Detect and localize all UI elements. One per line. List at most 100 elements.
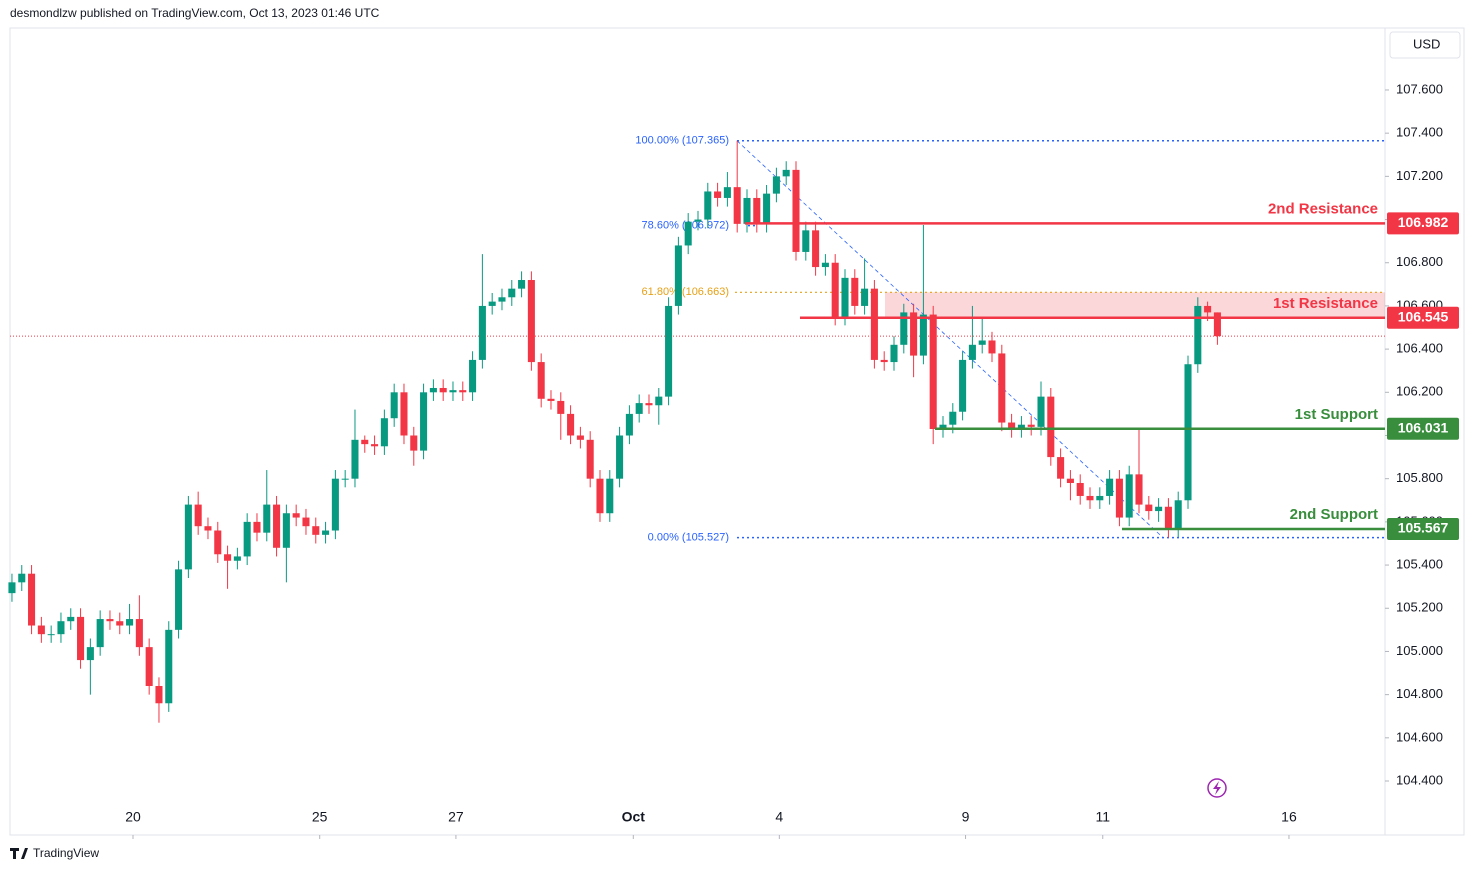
candle-body [116,621,124,626]
candle-body [1115,478,1123,518]
candle-body [175,569,183,630]
candle-body [919,314,927,356]
y-tick-label: 105.400 [1396,557,1443,572]
candle-body [635,403,643,414]
candle-body [106,619,114,622]
candle-body [126,619,134,626]
candle-body [665,305,673,397]
fib-label: 0.00% (105.527) [648,532,729,544]
candle-body [400,392,408,436]
candle-body [1204,305,1212,313]
y-tick-label: 105.000 [1396,643,1443,658]
candle-body [57,621,65,635]
candle-body [939,424,947,430]
fib-label: 61.80% (106.663) [642,286,729,298]
candle-body [1086,495,1094,501]
lightning-icon[interactable] [1207,778,1227,798]
candle-body [361,439,369,445]
candle-body [625,413,633,436]
y-tick-label: 104.400 [1396,772,1443,787]
candle-body [263,504,271,533]
candle-body [792,169,800,252]
level-name: 1st Support [1295,406,1378,423]
candle-body [733,187,741,224]
candle-body [47,634,55,636]
candle-body [547,398,555,401]
candle-body [8,582,16,594]
candle-body [978,340,986,345]
y-tick-label: 106.200 [1396,384,1443,399]
resistance-zone [885,292,1385,318]
candle-body [567,413,575,436]
candle-body [488,301,496,306]
logo-mark [10,848,28,859]
candle-body [204,526,212,531]
candle-body [821,262,829,268]
candle-body [184,504,192,570]
x-tick-label: 16 [1281,809,1297,825]
candle-body [253,521,261,533]
level-price: 106.545 [1398,309,1449,325]
candle-body [390,392,398,419]
candle-body [586,439,594,479]
candle-body [645,403,653,406]
candle-body [420,392,428,451]
icon-bolt [1213,781,1221,795]
candle-body [1194,305,1202,365]
candle-body [1057,457,1065,479]
candle-body [302,517,310,527]
candle-body [870,288,878,360]
candle-body [910,312,918,356]
candle-body [1037,396,1045,427]
candle-body [1066,478,1074,484]
candle-body [145,647,153,686]
candle-body [694,219,702,222]
x-tick-label: 25 [312,809,328,825]
y-tick-label: 104.800 [1396,686,1443,701]
candle-body [655,396,663,406]
candle-body [371,444,379,447]
candle-body [968,344,976,360]
level-name: 1st Resistance [1273,295,1378,312]
candle-body [410,435,418,451]
level-name: 2nd Resistance [1268,200,1378,217]
y-tick-label: 107.200 [1396,168,1443,183]
candle-body [743,197,751,224]
candle-body [1184,364,1192,501]
y-tick-label: 104.600 [1396,729,1443,744]
fib-label: 100.00% (107.365) [635,135,729,147]
candle-body [135,619,143,648]
level-price-box [1387,212,1459,235]
candle-body [812,230,820,268]
level-price: 105.567 [1398,520,1449,536]
level-name: 2nd Support [1290,506,1378,523]
candle-body [861,288,869,306]
candle-body [518,280,526,289]
candle-body [959,359,967,412]
candle-body [292,513,300,518]
candle-body [704,191,712,220]
candle-body [67,616,75,622]
candle-body [37,625,45,635]
candle-body [449,390,457,393]
candle-body [674,245,682,306]
candle-body [28,573,36,626]
candle-body [429,387,437,393]
level-price-box [1387,518,1459,541]
candle-body [478,305,486,360]
candle-body [557,400,565,414]
candle-body [351,439,359,479]
candle-body [1008,422,1016,430]
x-tick-label: Oct [622,809,646,825]
candle-body [802,230,810,252]
level-price-box [1387,417,1459,440]
candle-body [498,297,506,302]
candle-body [233,556,241,561]
candle-body [763,193,771,224]
candle-body [77,616,85,661]
candle-body [929,314,937,430]
candle-body [155,685,163,704]
candle-body [576,435,584,440]
